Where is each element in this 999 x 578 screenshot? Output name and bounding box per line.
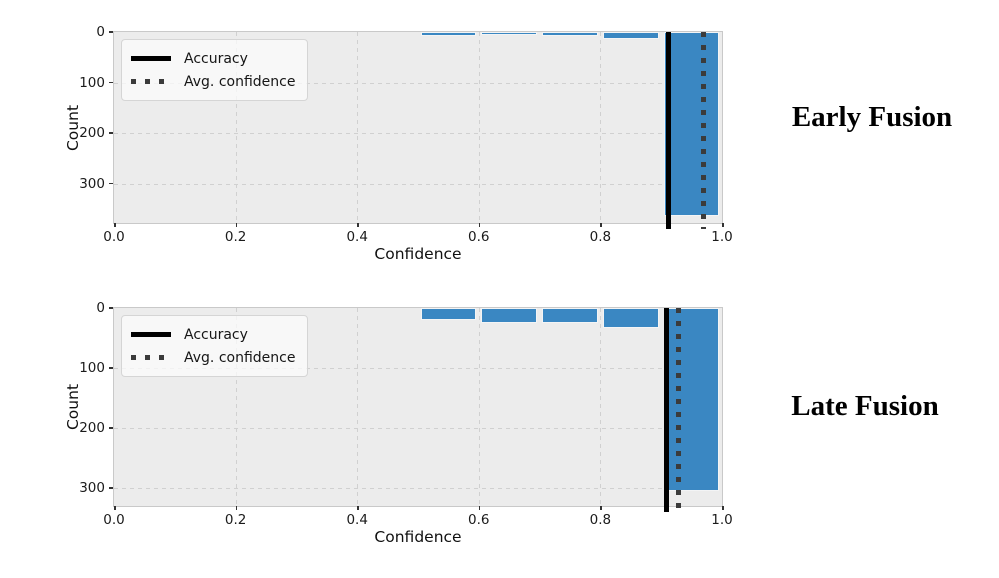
x-tick-mark — [235, 506, 238, 510]
gridline-horizontal — [114, 488, 722, 489]
legend-label: Avg. confidence — [184, 73, 296, 90]
histogram-bar — [602, 308, 659, 328]
legend: Accuracy Avg. confidence — [121, 315, 309, 377]
y-tick-mark — [109, 367, 113, 369]
x-tick-label: 0.6 — [468, 512, 490, 528]
avg-confidence-line-swatch — [131, 355, 171, 360]
y-tick-label: 100 — [79, 74, 105, 91]
y-tick-mark — [109, 31, 113, 33]
avg-confidence-line — [701, 32, 707, 229]
late-fusion-plot-area: Count Confidence Accuracy Avg. confidenc… — [64, 300, 733, 546]
x-axis-label: Confidence — [374, 245, 462, 263]
histogram-bar — [481, 308, 538, 323]
x-tick-mark — [722, 223, 724, 227]
x-tick-mark — [478, 223, 481, 227]
gridline-horizontal — [114, 133, 722, 135]
histogram-bar — [542, 32, 598, 37]
x-tick-mark — [722, 506, 724, 510]
gridline-horizontal — [114, 82, 722, 84]
legend-label: Accuracy — [184, 326, 248, 343]
x-tick-label: 0.8 — [589, 229, 612, 245]
x-tick-mark — [357, 223, 359, 227]
x-tick-label: 0.8 — [589, 512, 612, 528]
gridline-vertical — [357, 32, 359, 223]
y-tick-mark — [109, 132, 113, 134]
gridline-vertical — [600, 32, 602, 223]
x-axis-label: Confidence — [374, 528, 462, 546]
x-tick-mark — [357, 506, 359, 510]
legend-label: Accuracy — [184, 50, 248, 67]
x-tick-label: 0.4 — [346, 229, 368, 245]
legend-label: Avg. confidence — [184, 349, 296, 366]
histogram-bar — [542, 308, 598, 323]
y-tick-label: 200 — [79, 125, 105, 142]
early-fusion-title: Early Fusion — [791, 101, 953, 133]
y-tick-label: 0 — [96, 24, 105, 40]
gridline-horizontal — [114, 183, 722, 185]
legend-entry-accuracy: Accuracy — [131, 47, 295, 70]
y-tick-label: 0 — [96, 300, 105, 316]
histogram-bar — [420, 308, 477, 320]
x-tick-label: 0.6 — [468, 229, 490, 245]
legend-entry-avg-confidence: Avg. confidence — [131, 70, 295, 93]
histogram-bar — [481, 32, 538, 35]
histogram-bar — [420, 32, 477, 37]
gridline-vertical — [478, 308, 480, 506]
x-tick-label: 1.0 — [711, 229, 733, 245]
late-fusion-title: Late Fusion — [791, 390, 939, 422]
y-tick-label: 300 — [79, 480, 105, 496]
gridline-horizontal — [114, 368, 722, 369]
y-tick-label: 200 — [79, 420, 105, 436]
accuracy-line — [663, 308, 669, 512]
x-tick-mark — [478, 506, 481, 510]
histogram-bar — [663, 308, 720, 491]
histogram-bar — [602, 32, 659, 40]
x-tick-mark — [600, 506, 602, 510]
legend: Accuracy Avg. confidence — [121, 39, 309, 101]
x-tick-mark — [114, 506, 116, 510]
histogram-bar — [663, 32, 720, 217]
x-tick-label: 0.4 — [346, 512, 368, 528]
x-tick-label: 0.2 — [224, 512, 247, 528]
gridline-vertical — [357, 308, 359, 506]
accuracy-line-swatch — [131, 332, 171, 337]
y-tick-mark — [109, 81, 113, 84]
early-fusion-plot-area: Count Confidence Accuracy Avg. confidenc… — [64, 24, 733, 263]
gridline-vertical — [235, 308, 237, 506]
avg-confidence-line — [675, 308, 681, 512]
x-tick-label: 0.0 — [103, 229, 125, 245]
x-tick-label: 1.0 — [711, 512, 733, 528]
y-tick-mark — [109, 182, 113, 185]
legend-entry-avg-confidence: Avg. confidence — [131, 346, 295, 369]
gridline-vertical — [478, 32, 480, 223]
gridline-horizontal — [114, 428, 722, 429]
y-tick-label: 300 — [79, 175, 105, 192]
accuracy-line-swatch — [131, 56, 171, 61]
x-tick-mark — [600, 223, 602, 227]
gridline-vertical — [235, 32, 237, 223]
x-tick-mark — [235, 223, 238, 227]
y-tick-label: 100 — [79, 360, 105, 376]
y-tick-mark — [109, 427, 113, 429]
accuracy-line — [665, 32, 671, 229]
x-tick-label: 0.2 — [224, 229, 247, 245]
x-tick-mark — [114, 223, 116, 227]
gridline-vertical — [600, 308, 602, 506]
avg-confidence-line-swatch — [131, 79, 171, 84]
y-tick-mark — [109, 487, 113, 489]
legend-entry-accuracy: Accuracy — [131, 323, 295, 346]
x-tick-label: 0.0 — [103, 512, 125, 528]
y-tick-mark — [109, 307, 113, 309]
